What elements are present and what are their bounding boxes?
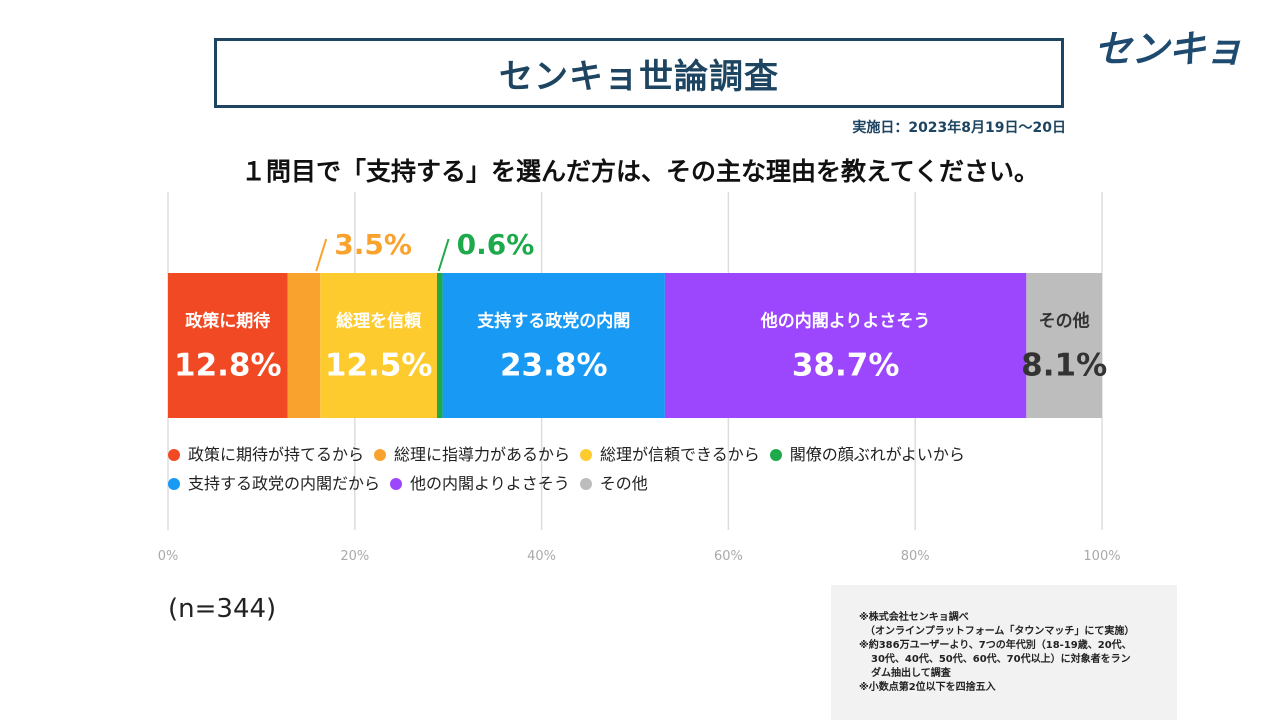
note-line: ダム抽出して調査 — [871, 668, 951, 679]
chart-legend: 政策に期待が持てるから 総理に指導力があるから 総理が信頼できるから 閣僚の顔ぶれがよ… — [168, 440, 1088, 498]
legend-label: 総理が信頼できるから — [600, 445, 760, 464]
legend-label: 政策に期待が持てるから — [188, 445, 365, 464]
legend-label: 他の内閣よりよさそう — [410, 474, 570, 493]
data-label: 38.7% — [792, 348, 900, 384]
legend-dot-icon — [580, 448, 593, 461]
legend-dot-icon — [769, 448, 782, 461]
legend-label: 支持する政党の内閣だから — [188, 474, 381, 493]
segment-label: その他 — [1039, 311, 1090, 332]
brand-logo: センキョ — [1094, 27, 1243, 71]
legend-item: 総理に指導力があるから — [374, 440, 570, 469]
note-line: ※株式会社センキョ調べ — [859, 612, 969, 623]
data-label: 3.5% — [334, 228, 412, 261]
bar-segment — [168, 273, 288, 418]
segment-label: 総理を信頼 — [336, 311, 422, 332]
legend-dot-icon — [390, 477, 403, 490]
legend-row: 政策に期待が持てるから 総理に指導力があるから 総理が信頼できるから 閣僚の顔ぶれがよ… — [168, 440, 1088, 469]
survey-date: 実施日：2023年8月19日～20日 — [852, 120, 1066, 136]
segment-label: 政策に期待 — [185, 311, 270, 332]
segment-label: 他の内閣よりよさそう — [760, 311, 931, 332]
title-box: センキョ世論調査 — [214, 38, 1064, 108]
data-label: 23.8% — [500, 348, 608, 384]
legend-label: その他 — [599, 474, 648, 493]
callout-line — [315, 238, 328, 272]
bar-segment — [436, 273, 443, 418]
legend-dot-icon — [168, 448, 180, 461]
callout-line — [437, 238, 450, 272]
x-tick-label: 80% — [901, 549, 930, 564]
bar-segment — [1026, 273, 1102, 418]
sample-size: (n=344) — [168, 594, 277, 624]
legend-item: その他 — [579, 469, 648, 498]
bar-segment — [320, 273, 437, 418]
x-tick-label: 40% — [527, 549, 556, 564]
legend-item: 支持する政党の内閣だから — [168, 469, 380, 498]
data-label: 0.6% — [457, 228, 535, 261]
x-tick-label: 60% — [714, 549, 743, 564]
legend-dot-icon — [374, 448, 387, 461]
data-label: 12.5% — [325, 348, 433, 384]
legend-item: 政策に期待が持てるから — [168, 440, 364, 469]
legend-label: 閣僚の顔ぶれがよいから — [789, 445, 965, 464]
legend-row: 支持する政党の内閣だから 他の内閣よりよさそう その他 — [168, 469, 1088, 498]
x-tick-label: 20% — [340, 549, 369, 564]
legend-item: 他の内閣よりよさそう — [390, 469, 570, 498]
legend-label: 総理に指導力があるから — [394, 445, 571, 464]
bar-segment — [287, 273, 321, 418]
note-line: （オンラインプラットフォーム「タウンマッチ」にて実施） — [865, 626, 1135, 637]
legend-dot-icon — [579, 477, 592, 490]
bar-segment — [664, 273, 1027, 418]
note-line: ※小数点第2位以下を四捨五入 — [859, 682, 996, 693]
legend-dot-icon — [168, 477, 180, 490]
note-line: ※約386万ユーザーより、7つの年代別（18-19歳、20代、 — [859, 640, 1132, 651]
survey-question: １問目で「支持する」を選んだ方は、その主な理由を教えてください。 — [240, 157, 1039, 186]
x-tick-label: 100% — [1083, 549, 1120, 564]
bar-segment — [442, 273, 665, 418]
x-tick-label: 0% — [158, 549, 179, 564]
data-label: 8.1% — [1021, 348, 1107, 384]
data-label: 12.8% — [174, 348, 282, 384]
page-title: センキョ世論調査 — [499, 56, 779, 97]
legend-item: 総理が信頼できるから — [580, 440, 760, 469]
survey-notes: ※株式会社センキョ調べ （オンラインプラットフォーム「タウンマッチ」にて実施） … — [831, 585, 1177, 720]
segment-label: 支持する政党の内閣 — [477, 311, 630, 332]
legend-item: 閣僚の顔ぶれがよいから — [769, 440, 965, 469]
note-line: 30代、40代、50代、60代、70代以上）に対象者をラン — [871, 654, 1131, 665]
